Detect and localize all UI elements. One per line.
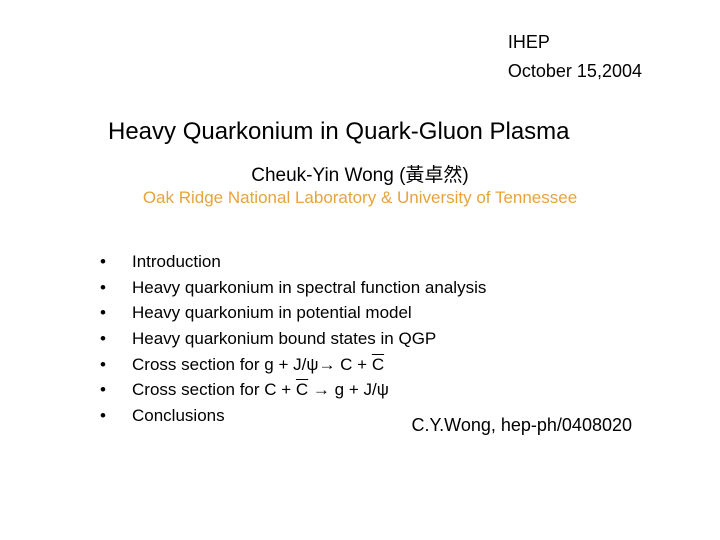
list-item: Cross section for g + J/ψ→ C + C [100, 353, 486, 378]
bullet-text-overline: C [372, 355, 384, 374]
bullet-text: Heavy quarkonium in spectral function an… [132, 278, 486, 297]
bullet-text: Heavy quarkonium bound states in QGP [132, 329, 436, 348]
header-institute: IHEP [508, 28, 642, 57]
header-block: IHEP October 15,2004 [508, 28, 642, 86]
list-item: Heavy quarkonium in potential model [100, 301, 486, 326]
list-item: Cross section for C + C → g + J/ψ [100, 378, 486, 403]
bullet-text: C + [335, 355, 371, 374]
arrow-icon: → [308, 380, 334, 399]
slide: IHEP October 15,2004 Heavy Quarkonium in… [0, 0, 720, 540]
author-line: Cheuk-Yin Wong (黃卓然) [0, 160, 720, 187]
list-item: Heavy quarkonium in spectral function an… [100, 276, 486, 301]
affiliation-line: Oak Ridge National Laboratory & Universi… [0, 188, 720, 208]
bullet-text: Cross section for g + J/ψ [132, 355, 318, 374]
list-item: Heavy quarkonium bound states in QGP [100, 327, 486, 352]
bullet-list: Introduction Heavy quarkonium in spectra… [80, 250, 486, 429]
list-item: Introduction [100, 250, 486, 275]
header-date: October 15,2004 [508, 57, 642, 86]
bullet-text: Heavy quarkonium in potential model [132, 303, 412, 322]
bullet-text: Introduction [132, 252, 221, 271]
reference-line: C.Y.Wong, hep-ph/0408020 [411, 415, 632, 436]
slide-title: Heavy Quarkonium in Quark-Gluon Plasma [108, 118, 570, 146]
bullet-text: Cross section for C + [132, 380, 296, 399]
bullet-text: Conclusions [132, 406, 225, 425]
bullet-text-overline: C [296, 380, 308, 399]
bullet-text: g + J/ψ [335, 380, 389, 399]
arrow-icon: → [318, 355, 335, 374]
